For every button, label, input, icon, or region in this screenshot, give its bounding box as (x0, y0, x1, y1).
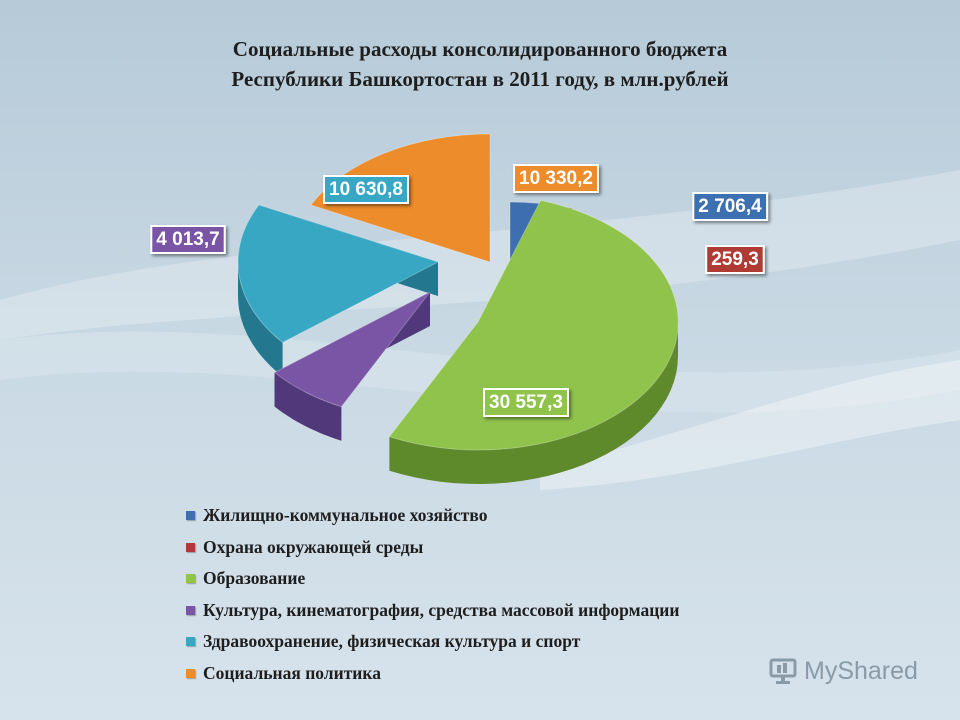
svg-text:2 706,4: 2 706,4 (698, 196, 762, 217)
legend-item-3: Образование (186, 563, 679, 595)
data-label-3: 30 557,3 (483, 388, 569, 417)
chart-title: Социальные расходы консолидированного бю… (0, 34, 960, 94)
chart-title-line-1: Социальные расходы консолидированного бю… (232, 37, 728, 61)
legend-swatch (186, 637, 195, 647)
pie-slice-5 (237, 204, 440, 377)
legend-label: Здравоохранение, физическая культура и с… (203, 631, 581, 652)
legend-item-1: Жилищно-коммунальное хозяйство (186, 500, 679, 532)
legend-label: Образование (203, 568, 306, 589)
pie-slice-3 (388, 199, 679, 484)
svg-text:259,3: 259,3 (711, 249, 759, 270)
data-label-4: 4 013,7 (150, 225, 226, 254)
legend-item-6: Социальная политика (186, 658, 679, 690)
legend-item-2: Охрана окружающей среды (186, 532, 679, 564)
legend-label: Охрана окружающей среды (203, 536, 424, 557)
legend-swatch (186, 574, 195, 584)
legend-item-4: Культура, кинематография, средства массо… (186, 595, 679, 627)
data-label-6: 10 330,2 (513, 164, 599, 193)
brand-watermark: MyShared (768, 656, 918, 686)
chart-title-line-2: Республики Башкортостан в 2011 году, в м… (231, 67, 729, 91)
data-label-2: 259,3 (705, 245, 765, 274)
svg-text:10 330,2: 10 330,2 (519, 168, 593, 189)
pie-slice-4 (273, 291, 431, 441)
legend-label: Жилищно-коммунальное хозяйство (203, 505, 488, 526)
legend-item-5: Здравоохранение, физическая культура и с… (186, 626, 679, 658)
data-label-5: 10 630,8 (323, 175, 409, 204)
legend-label: Социальная политика (203, 662, 381, 683)
legend-swatch (186, 668, 195, 678)
svg-text:10 630,8: 10 630,8 (329, 179, 403, 200)
svg-text:30 557,3: 30 557,3 (489, 392, 563, 413)
legend-swatch (186, 542, 195, 552)
svg-text:4 013,7: 4 013,7 (156, 229, 219, 250)
presentation-icon (769, 658, 797, 684)
legend-swatch (186, 511, 195, 521)
legend-label: Культура, кинематография, средства массо… (203, 599, 680, 620)
brand-name: MyShared (804, 656, 918, 685)
chart-legend: Жилищно-коммунальное хозяйство Охрана окр… (186, 500, 679, 689)
pie-chart: 2 706,4 259,3 30 557,3 4 013,7 10 630,8 10 33… (150, 133, 769, 484)
data-label-1: 2 706,4 (692, 192, 769, 221)
legend-swatch (186, 605, 195, 615)
